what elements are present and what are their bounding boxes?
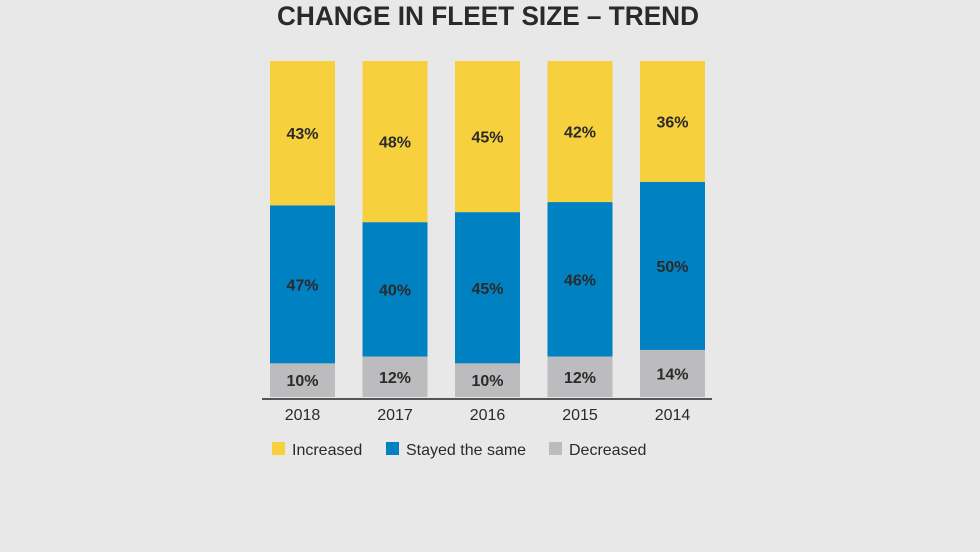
data-label: 14% (656, 366, 688, 383)
legend-item: Decreased (549, 442, 646, 459)
data-label: 45% (471, 281, 503, 298)
x-tick-label: 2018 (285, 407, 321, 424)
bar-segment-2017-increased (362, 61, 428, 223)
data-label: 12% (564, 370, 596, 387)
legend-swatch (386, 442, 399, 455)
bar-segment-2015-increased (547, 61, 613, 203)
data-label: 10% (286, 373, 318, 390)
bar-segment-2016-increased (455, 61, 520, 213)
bars: 43% 47% 10% 48% 40% 12% 45% 45% 10% 42% 46% 12% 36% 5… (270, 61, 705, 397)
data-label: 40% (379, 282, 411, 299)
legend-swatch (549, 442, 562, 455)
data-label: 46% (564, 272, 596, 289)
x-tick-label: 2016 (470, 407, 506, 424)
bar-segment-2016-decreased (455, 363, 520, 397)
bar-segment-2017-decreased (362, 356, 428, 397)
data-label: 36% (656, 114, 688, 131)
bar-segment-2018-decreased (270, 363, 335, 397)
legend-label: Increased (292, 442, 362, 459)
x-tick-label: 2017 (377, 407, 413, 424)
bar-segment-2016-stayed-the-same (455, 212, 520, 364)
bar-segment-2018-stayed-the-same (270, 205, 335, 364)
bar-segment-2014-stayed-the-same (640, 181, 705, 350)
legend-swatch (272, 442, 285, 455)
x-tick-label: 2014 (655, 407, 691, 424)
bar-segment-2018-increased (270, 61, 335, 206)
data-label: 45% (471, 130, 503, 147)
data-label: 12% (379, 370, 411, 387)
data-label: 47% (286, 277, 318, 294)
bar-segment-2017-stayed-the-same (362, 222, 428, 357)
x-axis-labels: 2018 2017 2016 2015 2014 (285, 407, 691, 424)
bar-segment-2014-decreased (640, 349, 705, 397)
legend-label: Stayed the same (406, 442, 526, 459)
data-label: 43% (286, 126, 318, 143)
legend: Increased Stayed the same Decreased (272, 442, 646, 459)
data-label: 50% (656, 259, 688, 276)
legend-item: Increased (272, 442, 362, 459)
data-label: 48% (379, 135, 411, 152)
data-label: 42% (564, 125, 596, 142)
data-label: 10% (471, 373, 503, 390)
chart-title: CHANGE IN FLEET SIZE – TREND (277, 1, 699, 31)
legend-label: Decreased (569, 442, 646, 459)
legend-item: Stayed the same (386, 442, 526, 459)
bar-segment-2015-decreased (547, 356, 613, 397)
bar-segment-2014-increased (640, 61, 705, 182)
bar-segment-2015-stayed-the-same (547, 202, 613, 357)
x-tick-label: 2015 (562, 407, 598, 424)
